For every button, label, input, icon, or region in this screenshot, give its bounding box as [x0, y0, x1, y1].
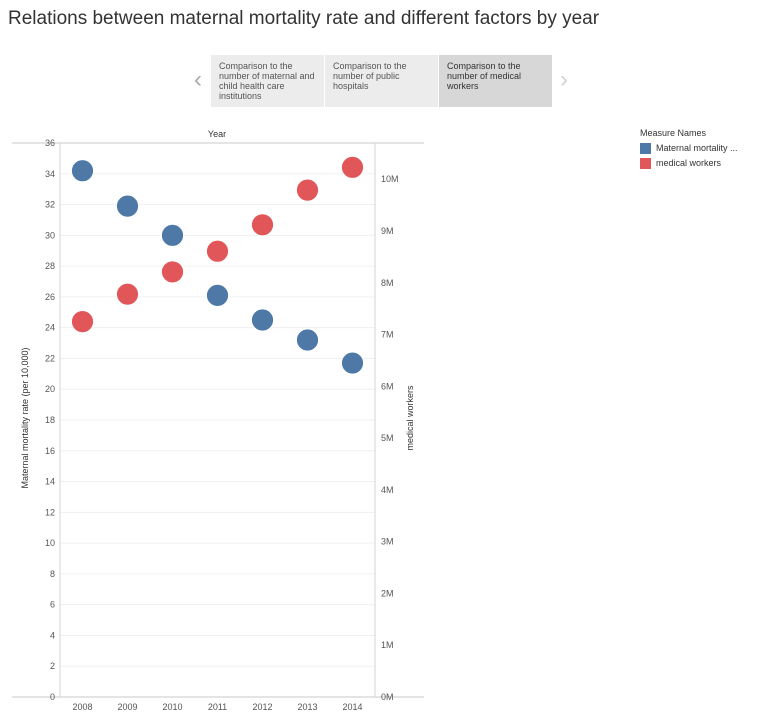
left-axis-title: Maternal mortality rate (per 10,000) — [20, 347, 30, 488]
left-tick-label: 4 — [50, 630, 55, 640]
medical-workers-point[interactable] — [71, 310, 94, 334]
left-tick-label: 20 — [45, 384, 55, 394]
left-tick-label: 6 — [50, 600, 55, 610]
legend-item-maternal-mortality[interactable]: Maternal mortality ... — [640, 142, 760, 154]
x-tick-label: 2012 — [252, 702, 272, 712]
maternal-mortality-point[interactable] — [296, 328, 319, 352]
left-tick-label: 32 — [45, 200, 55, 210]
legend-item-medical-workers[interactable]: medical workers — [640, 157, 760, 169]
left-tick-label: 16 — [45, 446, 55, 456]
right-tick-label: 2M — [381, 588, 394, 598]
left-tick-label: 10 — [45, 538, 55, 548]
maternal-mortality-point[interactable] — [251, 308, 274, 332]
x-axis-ticks: 2008 2009 2010 2011 2012 2013 2014 — [72, 702, 362, 712]
medical-workers-point[interactable] — [251, 213, 274, 237]
right-tick-label: 10M — [381, 174, 399, 184]
page-title: Relations between maternal mortality rat… — [8, 8, 600, 29]
right-tick-label: 9M — [381, 226, 394, 236]
legend-swatch — [640, 142, 651, 154]
x-tick-label: 2010 — [162, 702, 182, 712]
right-axis-title: medical workers — [405, 385, 415, 451]
chevron-left-icon[interactable]: ‹ — [194, 66, 202, 93]
story-navigator: ‹ Comparison to the number of maternal a… — [186, 55, 586, 107]
right-tick-label: 3M — [381, 537, 394, 547]
medical-workers-point[interactable] — [161, 260, 184, 284]
medical-workers-point[interactable] — [116, 282, 139, 306]
maternal-mortality-point[interactable] — [206, 283, 229, 307]
left-tick-label: 0 — [50, 692, 55, 702]
story-point-health-care-institutions[interactable]: Comparison to the number of maternal and… — [211, 55, 324, 107]
right-tick-label: 5M — [381, 433, 394, 443]
left-tick-label: 8 — [50, 569, 55, 579]
maternal-mortality-point[interactable] — [341, 351, 364, 375]
left-tick-label: 34 — [45, 169, 55, 179]
legend-swatch — [640, 157, 651, 169]
medical-workers-point[interactable] — [206, 239, 229, 263]
story-point-public-hospitals[interactable]: Comparison to the number of public hospi… — [325, 55, 438, 107]
left-tick-label: 26 — [45, 292, 55, 302]
medical-workers-point[interactable] — [341, 155, 364, 179]
grid-lines — [60, 173, 375, 667]
left-tick-label: 14 — [45, 477, 55, 487]
story-point-medical-workers[interactable]: Comparison to the number of medical work… — [439, 55, 552, 107]
x-tick-label: 2009 — [117, 702, 137, 712]
x-tick-label: 2014 — [342, 702, 362, 712]
x-tick-label: 2011 — [208, 702, 227, 712]
x-tick-label: 2008 — [72, 702, 92, 712]
chevron-right-icon[interactable]: › — [560, 66, 568, 93]
legend: Measure Names Maternal mortality ... med… — [640, 128, 760, 172]
left-tick-label: 2 — [50, 661, 55, 671]
medical-workers-point[interactable] — [296, 178, 319, 202]
left-tick-label: 18 — [45, 415, 55, 425]
right-tick-label: 4M — [381, 485, 394, 495]
maternal-mortality-point[interactable] — [161, 223, 184, 247]
legend-label: medical workers — [656, 158, 722, 168]
right-tick-label: 7M — [381, 330, 394, 340]
maternal-mortality-point[interactable] — [116, 194, 139, 218]
left-tick-label: 24 — [45, 323, 55, 333]
x-axis-title: Year — [208, 129, 226, 139]
left-tick-label: 22 — [45, 353, 55, 363]
legend-label: Maternal mortality ... — [656, 143, 738, 153]
right-tick-label: 1M — [381, 640, 394, 650]
right-tick-label: 8M — [381, 278, 394, 288]
plot-frame — [12, 142, 424, 698]
left-tick-label: 30 — [45, 230, 55, 240]
left-tick-label: 36 — [45, 138, 55, 148]
left-tick-label: 12 — [45, 507, 55, 517]
right-axis-ticks: 0M 1M 2M 3M 4M 5M 6M 7M 8M 9M 10M — [381, 174, 399, 702]
maternal-mortality-point[interactable] — [71, 159, 94, 183]
left-tick-label: 28 — [45, 261, 55, 271]
x-tick-label: 2013 — [297, 702, 317, 712]
right-tick-label: 6M — [381, 381, 394, 391]
right-tick-label: 0M — [381, 692, 394, 702]
data-marks — [71, 155, 364, 375]
legend-title: Measure Names — [640, 128, 707, 138]
